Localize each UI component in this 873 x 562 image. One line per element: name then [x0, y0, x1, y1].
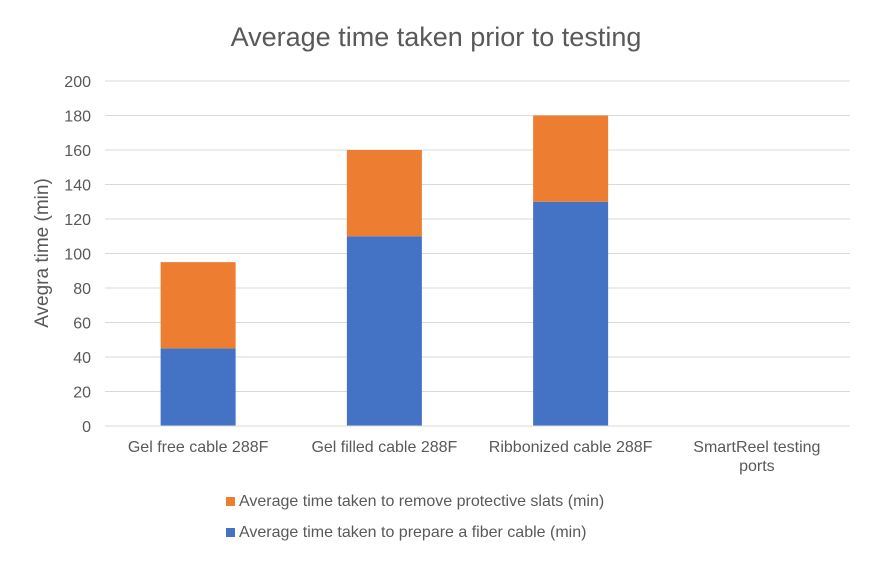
- y-tick-label: 140: [64, 178, 91, 195]
- chart-title: Average time taken prior to testing: [231, 22, 642, 52]
- y-tick-label: 40: [73, 350, 91, 367]
- bar-segment-prepare: [533, 201, 609, 426]
- bar-segment-remove-slats: [533, 115, 609, 202]
- x-axis-categories: Gel free cable 288F Gel filled cable 288F…: [128, 439, 821, 475]
- y-tick-label: 160: [64, 143, 91, 160]
- y-axis-ticks: 0 20 40 60 80 100 120 140 160 180 200: [64, 74, 91, 436]
- x-category-label: Gel filled cable 288F: [311, 439, 457, 456]
- y-tick-label: 20: [73, 385, 91, 402]
- x-category-label: Ribbonized cable 288F: [489, 439, 653, 456]
- y-tick-label: 120: [64, 212, 91, 229]
- bar-segment-prepare: [160, 348, 236, 426]
- y-tick-label: 0: [82, 419, 91, 436]
- legend-label: Average time taken to prepare a fiber ca…: [239, 524, 586, 541]
- x-category-label: Gel free cable 288F: [128, 439, 269, 456]
- y-tick-label: 180: [64, 109, 91, 126]
- bar-segment-remove-slats: [160, 262, 236, 349]
- y-axis-label: Avegra time (min): [32, 178, 53, 328]
- legend-swatch: [226, 528, 235, 537]
- y-tick-label: 100: [64, 247, 91, 264]
- y-tick-label: 200: [64, 74, 91, 91]
- y-tick-label: 80: [73, 281, 91, 298]
- legend: Average time taken to remove protective …: [226, 493, 604, 541]
- legend-label: Average time taken to remove protective …: [239, 493, 604, 510]
- y-tick-label: 60: [73, 316, 91, 333]
- x-category-label: SmartReel testing ports: [693, 439, 820, 475]
- legend-swatch: [226, 497, 235, 506]
- bars: [160, 115, 609, 426]
- bar-segment-prepare: [346, 236, 422, 426]
- bar-segment-remove-slats: [346, 150, 422, 237]
